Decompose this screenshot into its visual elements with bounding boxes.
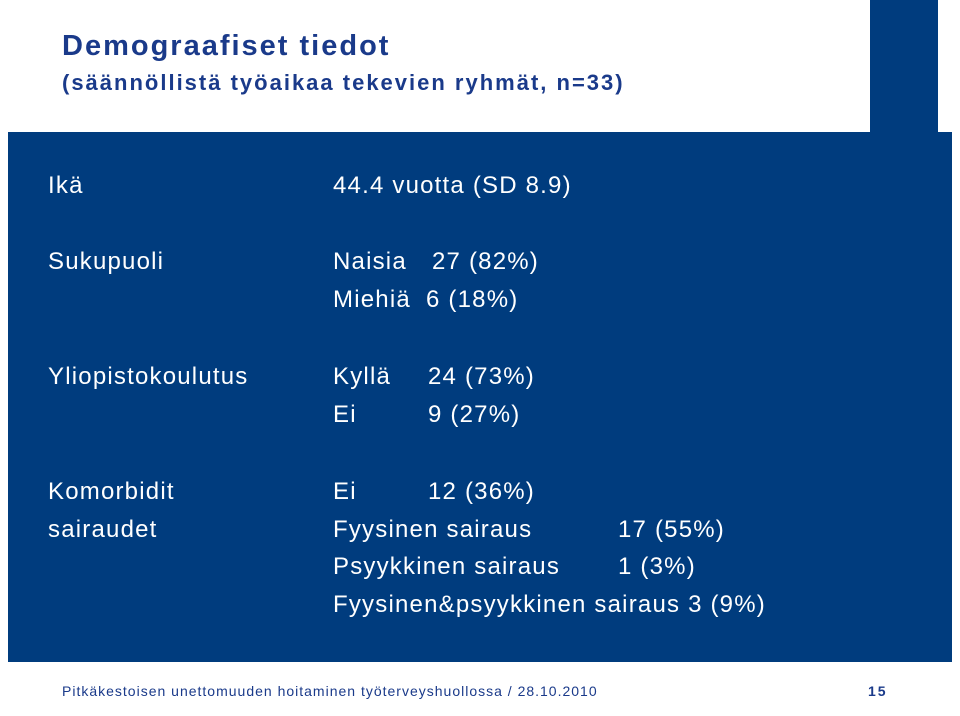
age-label: Ikä	[48, 172, 84, 199]
education-yes-label: Kyllä	[333, 363, 392, 390]
footer-text: Pitkäkestoisen unettomuuden hoitaminen t…	[62, 683, 598, 699]
women-label: Naisia	[333, 248, 407, 275]
comorbid-physical-value: 17 (55%)	[618, 516, 725, 543]
comorbid-none-value: 12 (36%)	[428, 478, 535, 505]
page-number: 15	[868, 683, 888, 699]
comorbid-physical-label: Fyysinen sairaus	[333, 516, 533, 543]
accent-bar	[870, 0, 938, 132]
education-yes-value: 24 (73%)	[428, 363, 535, 390]
education-label: Yliopistokoulutus	[48, 363, 249, 390]
gender-label: Sukupuoli	[48, 248, 165, 275]
title-area	[0, 0, 960, 132]
comorbid-label-line1: Komorbidit	[48, 478, 175, 505]
comorbid-none-label: Ei	[333, 478, 357, 505]
women-value: 27 (82%)	[432, 248, 539, 275]
comorbid-mental-label: Psyykkinen sairaus	[333, 553, 561, 580]
slide-subtitle: (säännöllistä työaikaa tekevien ryhmät, …	[62, 70, 625, 95]
age-value: 44.4 vuotta (SD 8.9)	[333, 172, 572, 199]
content-panel	[8, 132, 952, 662]
men-value: 6 (18%)	[426, 286, 519, 313]
education-no-value: 9 (27%)	[428, 401, 521, 428]
men-label: Miehiä	[333, 286, 411, 313]
comorbid-mental-value: 1 (3%)	[618, 553, 696, 580]
slide-title: Demograafiset tiedot	[62, 30, 391, 62]
education-no-label: Ei	[333, 401, 357, 428]
comorbid-label-line2: sairaudet	[48, 516, 158, 543]
comorbid-both: Fyysinen&psyykkinen sairaus 3 (9%)	[333, 591, 766, 618]
footer	[0, 662, 960, 716]
